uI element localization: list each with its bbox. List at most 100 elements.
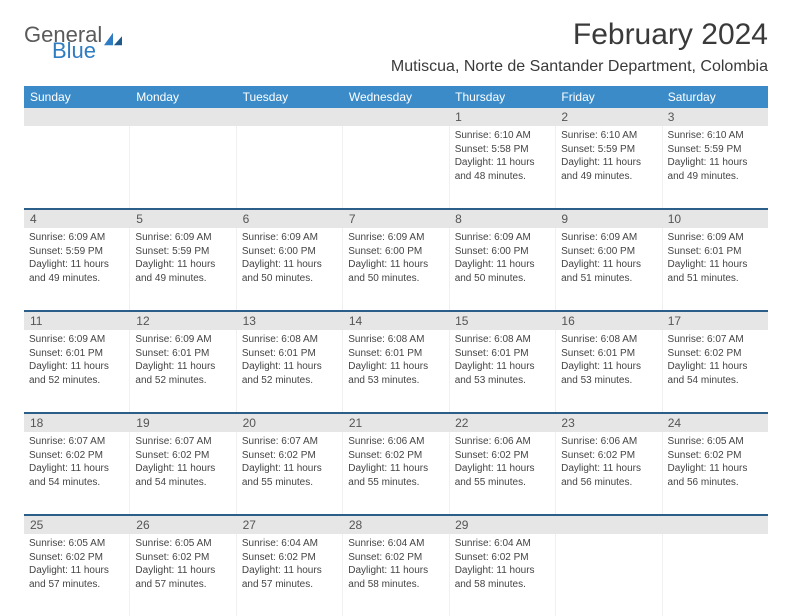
day-line: Sunrise: 6:06 AM — [455, 435, 550, 449]
day-line: Sunset: 6:01 PM — [455, 347, 550, 361]
day-line: Sunrise: 6:10 AM — [561, 129, 656, 143]
day-cell: Sunrise: 6:05 AMSunset: 6:02 PMDaylight:… — [24, 534, 130, 616]
day-line: Sunset: 6:02 PM — [348, 449, 443, 463]
day-line: and 53 minutes. — [561, 374, 656, 388]
day-cell: Sunrise: 6:09 AMSunset: 6:01 PMDaylight:… — [24, 330, 130, 412]
day-line: Sunrise: 6:09 AM — [135, 333, 230, 347]
day-line: Sunrise: 6:09 AM — [668, 231, 763, 245]
day-number: 3 — [662, 108, 768, 126]
day-number: . — [343, 108, 449, 126]
day-line: Daylight: 11 hours — [455, 462, 550, 476]
month-title: February 2024 — [391, 18, 768, 52]
day-number: 17 — [662, 312, 768, 330]
day-line: Sunrise: 6:05 AM — [668, 435, 763, 449]
day-line: Daylight: 11 hours — [455, 360, 550, 374]
day-line: Sunset: 6:02 PM — [135, 551, 230, 565]
day-line: Sunrise: 6:09 AM — [242, 231, 337, 245]
day-number: 15 — [449, 312, 555, 330]
location: Mutiscua, Norte de Santander Department,… — [391, 58, 768, 76]
day-cell: Sunrise: 6:04 AMSunset: 6:02 PMDaylight:… — [237, 534, 343, 616]
day-cell: Sunrise: 6:08 AMSunset: 6:01 PMDaylight:… — [237, 330, 343, 412]
day-line: Daylight: 11 hours — [135, 564, 230, 578]
day-line: Sunrise: 6:09 AM — [29, 231, 124, 245]
day-line: and 56 minutes. — [561, 476, 656, 490]
day-number: 22 — [449, 414, 555, 432]
day-line: Sunset: 6:02 PM — [29, 551, 124, 565]
day-number: 21 — [343, 414, 449, 432]
day-number: 18 — [24, 414, 130, 432]
calendar: Sunday Monday Tuesday Wednesday Thursday… — [24, 86, 768, 616]
day-line: Sunset: 6:02 PM — [455, 449, 550, 463]
day-number: 19 — [130, 414, 236, 432]
day-line: Sunset: 6:00 PM — [455, 245, 550, 259]
day-line: Sunset: 6:01 PM — [29, 347, 124, 361]
day-line: Sunrise: 6:07 AM — [135, 435, 230, 449]
day-line: Daylight: 11 hours — [455, 564, 550, 578]
day-line: Sunset: 5:58 PM — [455, 143, 550, 157]
day-cell — [24, 126, 130, 208]
day-line: Sunrise: 6:09 AM — [348, 231, 443, 245]
day-line: Daylight: 11 hours — [242, 360, 337, 374]
day-cell: Sunrise: 6:05 AMSunset: 6:02 PMDaylight:… — [663, 432, 768, 514]
week-row: Sunrise: 6:10 AMSunset: 5:58 PMDaylight:… — [24, 126, 768, 208]
day-cell: Sunrise: 6:07 AMSunset: 6:02 PMDaylight:… — [24, 432, 130, 514]
day-cell: Sunrise: 6:09 AMSunset: 5:59 PMDaylight:… — [24, 228, 130, 310]
day-cell: Sunrise: 6:04 AMSunset: 6:02 PMDaylight:… — [343, 534, 449, 616]
day-line: and 50 minutes. — [348, 272, 443, 286]
day-number: 20 — [237, 414, 343, 432]
day-number: 12 — [130, 312, 236, 330]
day-cell: Sunrise: 6:07 AMSunset: 6:02 PMDaylight:… — [130, 432, 236, 514]
day-number: . — [237, 108, 343, 126]
week-row: Sunrise: 6:07 AMSunset: 6:02 PMDaylight:… — [24, 432, 768, 514]
day-line: and 57 minutes. — [29, 578, 124, 592]
day-cell — [556, 534, 662, 616]
day-line: and 53 minutes. — [455, 374, 550, 388]
day-line: and 52 minutes. — [29, 374, 124, 388]
day-line: Sunrise: 6:05 AM — [29, 537, 124, 551]
day-line: Daylight: 11 hours — [561, 462, 656, 476]
day-number: 11 — [24, 312, 130, 330]
day-line: Daylight: 11 hours — [561, 156, 656, 170]
day-line: Sunset: 6:01 PM — [348, 347, 443, 361]
day-cell — [343, 126, 449, 208]
day-number: 6 — [237, 210, 343, 228]
day-line: Sunset: 5:59 PM — [561, 143, 656, 157]
day-number: . — [555, 516, 661, 534]
day-line: Sunset: 5:59 PM — [135, 245, 230, 259]
day-line: Sunset: 5:59 PM — [29, 245, 124, 259]
day-line: Daylight: 11 hours — [455, 156, 550, 170]
day-line: Sunrise: 6:06 AM — [348, 435, 443, 449]
daynum-row: 45678910 — [24, 208, 768, 228]
day-header: Friday — [555, 86, 661, 108]
day-cell — [663, 534, 768, 616]
day-line: and 52 minutes. — [242, 374, 337, 388]
day-header: Sunday — [24, 86, 130, 108]
day-number: 25 — [24, 516, 130, 534]
day-cell: Sunrise: 6:09 AMSunset: 6:01 PMDaylight:… — [130, 330, 236, 412]
day-line: Sunrise: 6:08 AM — [348, 333, 443, 347]
day-line: and 54 minutes. — [29, 476, 124, 490]
day-line: Sunrise: 6:08 AM — [561, 333, 656, 347]
day-number: . — [24, 108, 130, 126]
day-number: 29 — [449, 516, 555, 534]
day-line: and 53 minutes. — [348, 374, 443, 388]
day-line: and 51 minutes. — [668, 272, 763, 286]
daynum-row: ....123 — [24, 108, 768, 126]
logo: General Blue — [24, 18, 122, 62]
day-line: Sunrise: 6:10 AM — [455, 129, 550, 143]
day-line: Sunrise: 6:08 AM — [455, 333, 550, 347]
day-line: and 54 minutes. — [135, 476, 230, 490]
day-cell: Sunrise: 6:09 AMSunset: 5:59 PMDaylight:… — [130, 228, 236, 310]
day-line: Sunset: 6:02 PM — [455, 551, 550, 565]
day-line: Sunset: 6:02 PM — [668, 449, 763, 463]
day-line: Sunrise: 6:04 AM — [455, 537, 550, 551]
day-line: Daylight: 11 hours — [135, 462, 230, 476]
day-number: . — [662, 516, 768, 534]
day-line: Sunset: 6:01 PM — [561, 347, 656, 361]
week-row: Sunrise: 6:09 AMSunset: 5:59 PMDaylight:… — [24, 228, 768, 310]
day-line: Sunrise: 6:07 AM — [242, 435, 337, 449]
day-number: 23 — [555, 414, 661, 432]
day-cell: Sunrise: 6:09 AMSunset: 6:00 PMDaylight:… — [450, 228, 556, 310]
day-cell: Sunrise: 6:09 AMSunset: 6:00 PMDaylight:… — [556, 228, 662, 310]
day-cell — [130, 126, 236, 208]
